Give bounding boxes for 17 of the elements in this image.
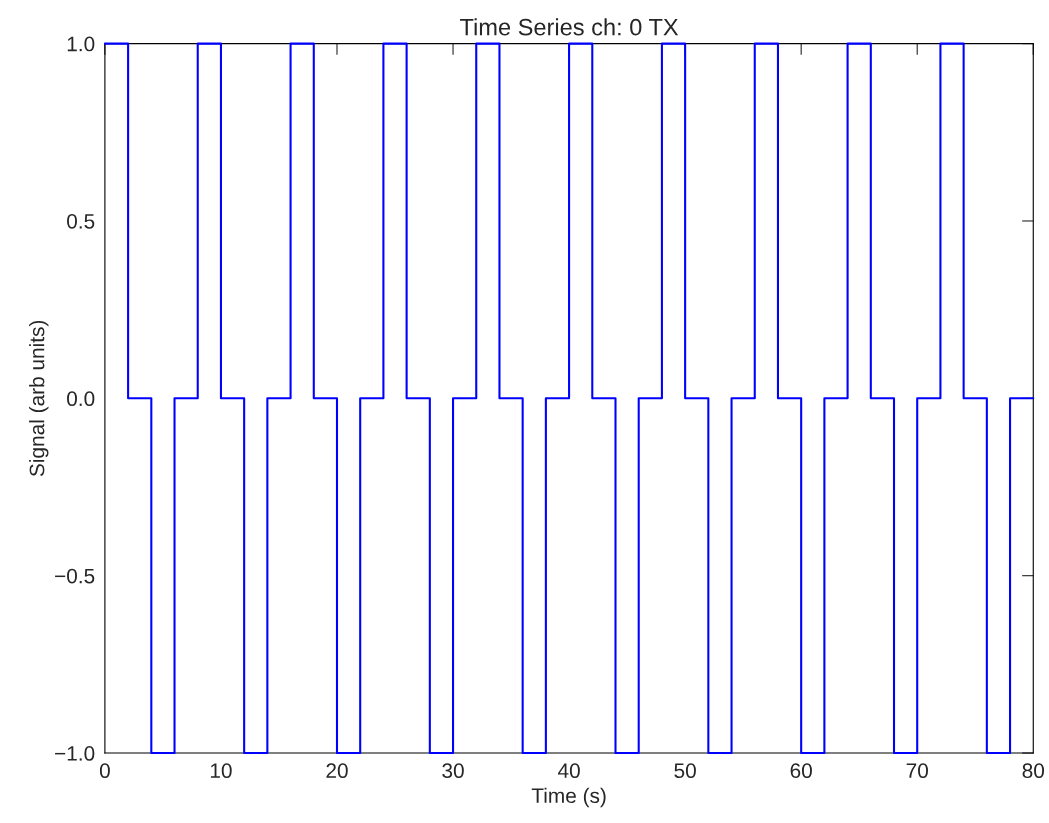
y-tick-label: 1.0 [67, 36, 95, 52]
x-tick-label: 50 [674, 763, 696, 779]
x-tick-label: 60 [790, 763, 812, 779]
x-tick-label: 10 [210, 763, 232, 779]
y-tick-label: 0.5 [67, 213, 95, 229]
x-tick-label: 40 [557, 763, 580, 779]
x-tick-label: 20 [326, 763, 348, 779]
y-tick-label: −0.5 [55, 568, 95, 584]
chart-title: Time Series ch: 0 TX [460, 18, 679, 36]
x-tick-label: 80 [1022, 763, 1045, 779]
x-axis-title: Time (s) [531, 787, 606, 808]
y-axis-title: Signal (arb units) [29, 320, 49, 477]
y-tick-label: 0.0 [67, 391, 95, 407]
x-tick-label: 0 [99, 763, 110, 779]
x-tick-label: 70 [906, 763, 928, 779]
y-tick-label: −1.0 [55, 746, 95, 761]
x-tick-label: 30 [442, 763, 464, 779]
